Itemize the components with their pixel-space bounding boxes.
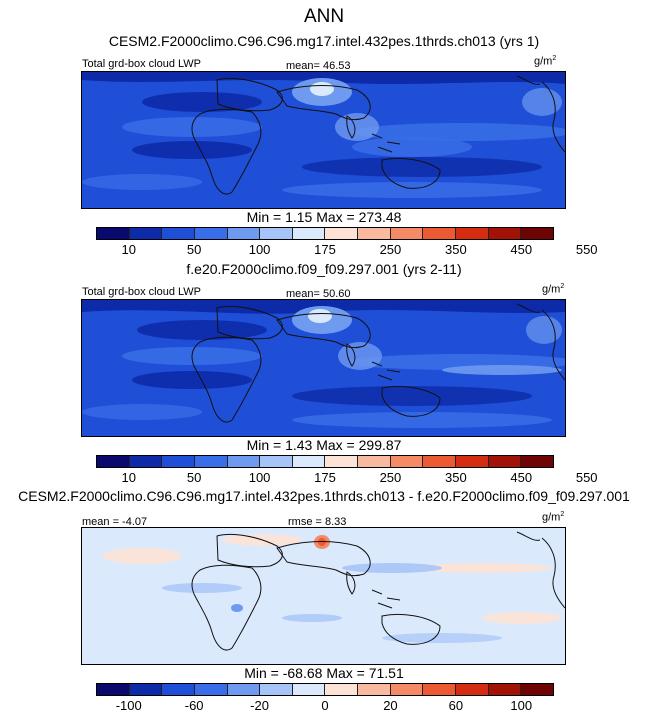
colorbar-cell [325,456,359,467]
colorbar-tick-label: 175 [314,242,336,257]
colorbar-cell [292,456,326,467]
colorbar-cell [129,684,163,695]
panel3-map [81,527,566,665]
panel1-unit-label: g/m2 [534,55,557,68]
panel1-map [81,71,566,209]
colorbar-cell [521,456,553,467]
colorbar-tick-label: 20 [383,698,398,713]
panel1-colorbar [96,227,554,240]
colorbar-tick-label: 550 [575,242,598,257]
colorbar-tick-label: 50 [186,242,202,257]
panel3-colorbar-ticks: -100 -60 -20 0 20 60 100 [96,698,554,714]
panel3-rmse-label: rmse = 8.33 [288,516,347,528]
colorbar-cell [97,456,130,467]
colorbar-tick-label: 450 [510,470,533,485]
panel3-unit-label: g/m2 [542,511,565,524]
case-subtitle: CESM2.F2000climo.C96.C96.mg17.intel.432p… [108,33,540,49]
colorbar-cell [194,684,228,695]
colorbar-cell [358,456,391,467]
panel1-mean-label: mean= 46.53 [286,60,351,72]
colorbar-cell [423,684,457,695]
panel2-mean-label: mean= 50.60 [286,288,351,300]
colorbar-cell [194,456,228,467]
colorbar-cell [390,456,424,467]
colorbar-cell [97,684,130,695]
colorbar-tick-label: -20 [250,698,269,713]
plot-title: ANN [303,6,345,27]
colorbar-tick-label: 350 [444,242,467,257]
panel1-variable-label: Total grd-box cloud LWP [82,58,202,70]
colorbar-cell [488,228,522,239]
colorbar-cell [260,684,293,695]
colorbar-cell [390,684,424,695]
colorbar-tick-label: -100 [115,698,142,713]
colorbar-cell [292,228,326,239]
colorbar-tick-label: 450 [510,242,533,257]
colorbar-cell [227,456,261,467]
colorbar-tick-label: 0 [321,698,329,713]
colorbar-cell [325,228,359,239]
colorbar-cell [292,684,326,695]
panel2-variable-label: Total grd-box cloud LWP [82,286,202,298]
colorbar-cell [521,684,553,695]
colorbar-cell [358,684,391,695]
colorbar-cell [358,228,391,239]
colorbar-tick-label: 100 [248,470,271,485]
panel2-map [81,299,566,437]
colorbar-cell [521,228,553,239]
colorbar-cell [162,456,195,467]
panel1-colorbar-ticks: 10 50 100 175 250 350 450 550 [96,242,597,258]
colorbar-tick-label: 175 [314,470,336,485]
colorbar-tick-label: 350 [444,470,467,485]
colorbar-tick-label: 10 [121,470,136,485]
panel2-minmax: Min = 1.43 Max = 299.87 [246,437,402,453]
panel3-caption: CESM2.F2000climo.C96.C96.mg17.intel.432p… [18,488,630,504]
colorbar-tick-label: 60 [448,698,464,713]
colorbar-cell [227,684,261,695]
colorbar-cell [325,684,359,695]
colorbar-tick-label: 550 [575,470,598,485]
colorbar-cell [456,228,489,239]
colorbar-tick-label: -60 [184,698,204,713]
colorbar-tick-label: 50 [186,470,202,485]
colorbar-tick-label: 250 [379,242,402,257]
colorbar-cell [390,228,424,239]
panel3-mean-label: mean = -4.07 [82,516,148,528]
colorbar-cell [260,228,293,239]
panel2-caption: f.e20.F2000climo.f09_f09.297.001 (yrs 2-… [186,261,462,277]
colorbar-cell [456,456,489,467]
colorbar-cell [260,456,293,467]
colorbar-tick-label: 100 [510,698,533,713]
colorbar-tick-label: 250 [379,470,402,485]
colorbar-cell [423,228,457,239]
colorbar-cell [423,456,457,467]
colorbar-cell [129,228,163,239]
panel2-colorbar-ticks: 10 50 100 175 250 350 450 550 [96,470,597,486]
colorbar-cell [227,228,261,239]
colorbar-cell [488,456,522,467]
panel3-colorbar [96,683,554,696]
panel2-unit-label: g/m2 [542,283,565,296]
colorbar-cell [456,684,489,695]
colorbar-cell [488,684,522,695]
colorbar-tick-label: 10 [121,242,136,257]
colorbar-cell [97,228,130,239]
colorbar-cell [129,456,163,467]
colorbar-cell [162,228,195,239]
colorbar-tick-label: 100 [248,242,271,257]
colorbar-cell [194,228,228,239]
panel3-minmax: Min = -68.68 Max = 71.51 [244,665,404,681]
colorbar-cell [162,684,195,695]
panel2-colorbar [96,455,554,468]
panel1-minmax: Min = 1.15 Max = 273.48 [246,209,402,225]
